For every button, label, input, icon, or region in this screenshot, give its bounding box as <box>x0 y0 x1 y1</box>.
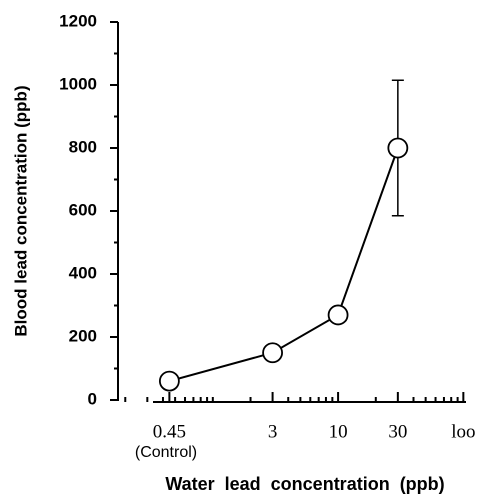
y-tick-label: 800 <box>69 137 97 156</box>
y-tick-label: 400 <box>69 263 97 282</box>
x-tick-note: (Control) <box>135 444 197 461</box>
data-line <box>169 147 399 383</box>
y-tick-label: 600 <box>69 200 97 219</box>
data-point <box>158 370 180 392</box>
y-tick-label: 0 <box>88 389 97 408</box>
y-axis-title: Blood lead concentration (ppb) <box>11 85 30 336</box>
x-tick-label: 3 <box>268 421 278 442</box>
data-point <box>387 137 409 159</box>
data-point <box>327 304 349 326</box>
y-tick-label: 1200 <box>59 11 97 30</box>
x-tick-label: loo <box>451 421 475 442</box>
data-point <box>262 342 283 364</box>
x-tick-label: 0.45 <box>153 421 186 442</box>
y-tick-label: 1000 <box>59 74 97 93</box>
x-tick-label: 30 <box>388 421 407 442</box>
y-tick-label: 200 <box>69 326 97 345</box>
x-axis-title: Water lead concentration (ppb) <box>165 474 444 494</box>
x-tick-label: 10 <box>329 421 348 442</box>
